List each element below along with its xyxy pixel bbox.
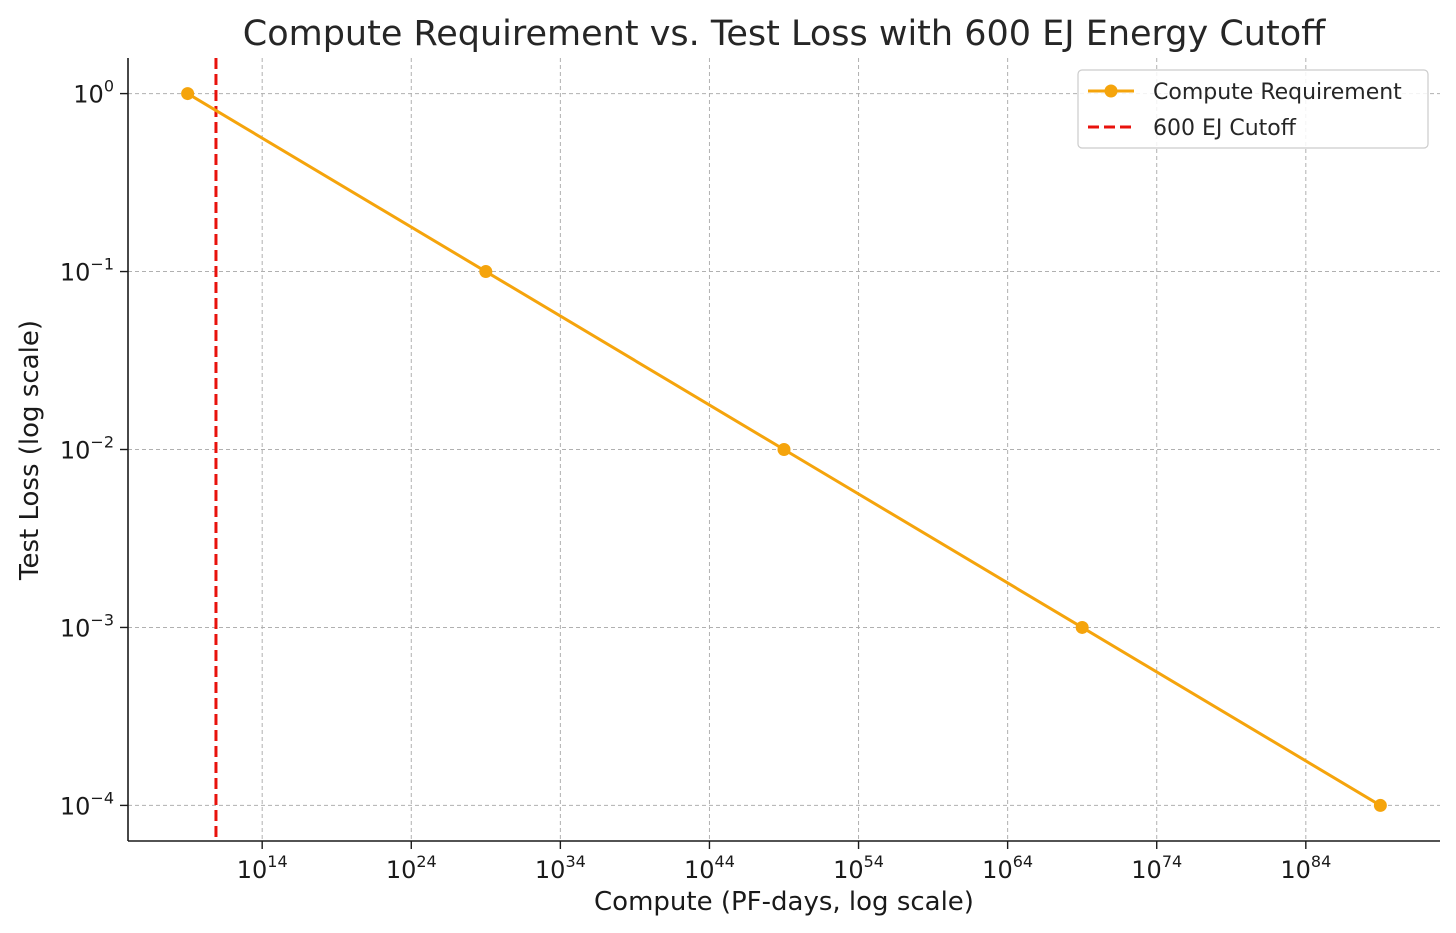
x-tick-label: 1024 [386,852,437,884]
y-axis-label: Test Loss (log scale) [15,320,45,581]
legend-label: 600 EJ Cutoff [1153,116,1297,141]
x-tick-label: 1054 [833,852,884,884]
data-point [181,87,195,101]
x-axis-label: Compute (PF-days, log scale) [594,887,974,917]
y-tick-label: 10−1 [60,255,114,287]
series [181,87,1387,812]
x-tick-label: 1074 [1131,852,1182,884]
legend-box [1077,69,1429,149]
legend: Compute Requirement 600 EJ Cutoff [1077,69,1429,149]
y-tick-label: 100 [73,77,114,109]
y-tick-label: 10−4 [60,788,114,820]
x-tick-label: 1064 [982,852,1033,884]
data-point [777,443,791,456]
data-point [1373,798,1387,812]
x-tick-label: 1044 [684,852,735,884]
legend-label: Compute Requirement [1153,80,1402,105]
legend-series-marker [1104,84,1118,98]
chart-title: Compute Requirement vs. Test Loss with 6… [243,14,1326,54]
ticks: 1014 1024 1034 1044 1054 1064 1074 1084 100 10−1 1… [60,77,1331,884]
data-point [479,265,493,279]
y-tick-label: 10−2 [60,433,114,465]
x-tick-label: 1014 [237,852,288,884]
y-tick-label: 10−3 [60,610,114,642]
x-tick-label: 1084 [1280,852,1331,884]
x-tick-label: 1034 [535,852,586,884]
data-point [1075,620,1089,634]
